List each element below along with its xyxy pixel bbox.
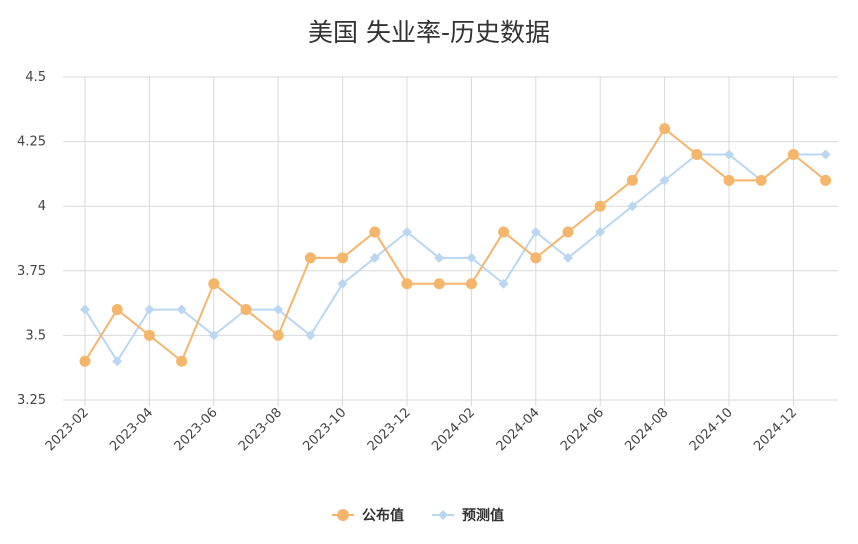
legend-marker	[337, 509, 349, 521]
x-tick-label: 2024-10	[687, 405, 736, 454]
x-tick-label: 2023-06	[172, 405, 221, 454]
data-point[interactable]	[498, 278, 509, 289]
data-point[interactable]	[401, 278, 413, 290]
x-tick-label: 2023-12	[365, 405, 414, 454]
y-tick-label: 3.75	[17, 264, 46, 279]
data-point[interactable]	[594, 200, 606, 212]
y-tick-label: 4.25	[17, 135, 46, 150]
y-tick-label: 3.5	[25, 328, 46, 343]
y-axis: 3.25 3.5 3.75 4 4.25 4.5	[17, 70, 46, 408]
x-tick-label: 2023-02	[43, 405, 92, 454]
data-point[interactable]	[176, 304, 187, 315]
legend-item-published[interactable]: 公布值	[332, 507, 404, 524]
data-point[interactable]	[530, 252, 542, 264]
data-point[interactable]	[433, 278, 445, 290]
series-line	[84, 127, 827, 363]
series-line	[84, 153, 826, 364]
data-point[interactable]	[369, 226, 381, 238]
data-point[interactable]	[755, 174, 767, 186]
x-tick-label: 2024-08	[622, 405, 671, 454]
data-point[interactable]	[498, 226, 510, 238]
data-point[interactable]	[240, 304, 252, 316]
data-point[interactable]	[337, 252, 349, 264]
x-tick-label: 2023-08	[236, 405, 285, 454]
data-point[interactable]	[304, 252, 316, 264]
data-point[interactable]	[627, 201, 638, 212]
data-point[interactable]	[434, 252, 445, 263]
data-point[interactable]	[466, 252, 477, 263]
data-point[interactable]	[562, 226, 574, 238]
data-point[interactable]	[787, 149, 799, 161]
legend-label: 预测值	[462, 507, 504, 524]
data-point[interactable]	[208, 330, 219, 341]
data-point[interactable]	[305, 330, 316, 341]
x-tick-label: 2024-04	[494, 405, 543, 454]
data-point[interactable]	[820, 174, 832, 186]
x-tick-label: 2024-02	[429, 405, 478, 454]
y-tick-label: 4.5	[25, 70, 46, 85]
grid	[63, 76, 838, 406]
legend[interactable]: 公布值 预测值	[332, 507, 504, 524]
data-point[interactable]	[111, 304, 123, 316]
series-layer	[79, 123, 832, 367]
y-tick-label: 3.25	[17, 393, 46, 408]
chart-title: 美国 失业率-历史数据	[308, 18, 550, 47]
data-point[interactable]	[724, 149, 734, 160]
data-point[interactable]	[176, 355, 188, 367]
data-point[interactable]	[143, 329, 155, 341]
data-point[interactable]	[659, 123, 671, 135]
x-tick-label: 2024-12	[751, 405, 800, 454]
data-point[interactable]	[626, 174, 638, 186]
x-tick-label: 2023-04	[107, 405, 156, 454]
y-tick-label: 4	[38, 199, 46, 214]
data-point[interactable]	[563, 252, 573, 263]
data-point[interactable]	[595, 227, 606, 238]
data-point[interactable]	[691, 149, 703, 161]
data-point[interactable]	[272, 329, 284, 341]
data-point[interactable]	[659, 175, 670, 186]
data-point[interactable]	[369, 252, 380, 263]
x-tick-label: 2023-10	[300, 405, 349, 454]
data-point[interactable]	[79, 355, 91, 367]
data-point[interactable]	[208, 278, 220, 290]
data-point[interactable]	[337, 278, 348, 289]
data-point[interactable]	[144, 304, 155, 315]
data-point[interactable]	[112, 356, 123, 367]
data-point[interactable]	[80, 304, 90, 315]
series-published	[79, 123, 832, 367]
legend-label: 公布值	[362, 507, 404, 524]
x-axis: 2023-02 2023-04 2023-06 2023-08 2023-10 2023-…	[43, 405, 800, 454]
data-point[interactable]	[402, 227, 412, 238]
data-point[interactable]	[273, 304, 284, 315]
legend-marker	[438, 510, 448, 520]
x-tick-label: 2024-06	[558, 405, 607, 454]
data-point[interactable]	[465, 278, 477, 290]
data-point[interactable]	[723, 174, 735, 186]
data-point[interactable]	[820, 149, 831, 160]
legend-item-forecast[interactable]: 预测值	[432, 507, 504, 524]
data-point[interactable]	[530, 227, 541, 238]
